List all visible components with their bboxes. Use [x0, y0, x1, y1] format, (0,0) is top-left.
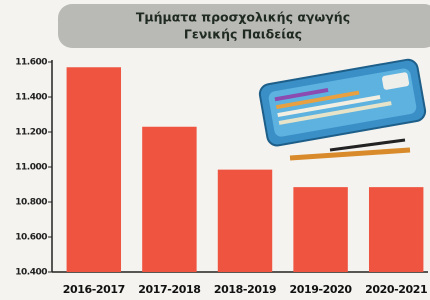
x-tick-label: 2019-2020 — [289, 283, 352, 296]
x-tick-label: 2016-2017 — [63, 283, 125, 296]
chart-title: Γενικής Παιδείας — [184, 27, 302, 42]
bar — [67, 67, 121, 272]
y-tick-label: 11.000 — [15, 163, 47, 173]
y-tick-label: 11.400 — [15, 93, 47, 103]
y-tick-label: 10.400 — [15, 268, 47, 278]
y-tick-label: 10.600 — [15, 233, 47, 243]
bar — [369, 187, 423, 272]
chart-title: Τμήματα προσχολικής αγωγής — [136, 10, 350, 25]
bar — [218, 170, 272, 272]
y-tick-label: 11.600 — [15, 58, 47, 68]
chart: Τμήματα προσχολικής αγωγής Γενικής Παιδε… — [0, 0, 430, 300]
bar — [142, 127, 196, 272]
bar — [293, 187, 347, 272]
x-tick-label: 2017-2018 — [138, 283, 200, 296]
x-tick-label: 2020-2021 — [365, 283, 427, 296]
y-tick-label: 10.800 — [15, 198, 47, 208]
y-tick-label: 11.200 — [15, 128, 47, 138]
x-tick-label: 2018-2019 — [214, 283, 276, 296]
